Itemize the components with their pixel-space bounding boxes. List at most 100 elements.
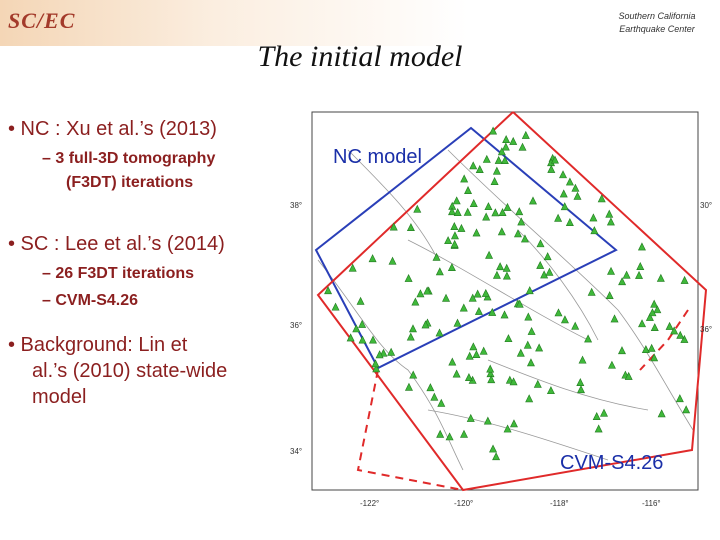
station-triangle [406,332,415,341]
station-triangle [368,254,377,263]
station-triangle [594,424,603,433]
station-triangle [543,252,552,261]
station-triangle [445,432,454,441]
station-triangle [680,275,689,284]
station-triangle [653,305,662,314]
station-triangle [540,270,549,279]
station-triangle [406,223,415,231]
station-triangle [618,277,627,286]
station-triangle [463,207,472,216]
station-triangle [622,270,631,279]
station-triangle [464,373,473,382]
station-triangle [610,314,619,323]
station-triangle [509,136,518,145]
bullet-sc-sub2: – CVM-S4.26 [42,292,139,309]
station-triangle [533,379,542,388]
station-triangle [606,217,615,226]
station-triangle [375,350,384,359]
station-triangle [607,266,616,275]
nc-model-label: NC model [333,146,422,168]
station-triangle [450,231,459,240]
station-map: 38° 36° 34° 30° 36° -122° -120° -118° -1… [290,111,712,508]
station-triangle [650,353,659,362]
station-triangle [501,142,510,151]
station-triangle [453,208,462,217]
station-triangle [474,306,483,315]
station-triangle [352,324,361,333]
station-markers [324,126,691,461]
station-triangle [525,394,534,403]
cvm-box-dashed-1 [639,309,689,371]
station-triangle [448,207,456,216]
station-triangle [404,273,413,282]
station-triangle [465,351,474,360]
station-triangle [426,383,435,392]
station-triangle [520,234,529,243]
station-triangle [545,267,554,276]
station-triangle [571,183,580,192]
station-triangle [645,312,654,321]
cvm-box [316,111,708,492]
station-triangle [597,194,606,203]
station-triangle [656,273,665,282]
station-triangle [536,260,545,269]
station-triangle [526,358,535,367]
station-triangle [571,321,580,330]
station-triangle [408,324,417,333]
station-triangle [523,340,532,349]
cvm-box-dashed-2 [356,369,464,491]
lat-label-34: 34° [290,447,302,456]
station-triangle [457,223,466,232]
station-triangle [444,236,453,245]
station-triangle [481,288,490,297]
bullet-nc-sub1-line2: (F3DT) iterations [66,174,194,191]
station-triangle [484,202,493,211]
slide-title: The initial model [257,40,463,73]
station-triangle [472,350,481,359]
station-triangle [372,364,381,373]
station-triangle [605,291,614,300]
station-triangle [502,263,511,272]
station-triangle [432,252,441,261]
station-triangle [485,250,494,259]
bullet-sc-sub1: – 26 F3DT iterations [42,265,195,282]
station-triangle [648,308,657,317]
station-triangle [503,202,512,211]
station-triangle [550,155,559,164]
bullet-background-line2: al.’s (2010) state-wide [32,360,228,382]
station-triangle [605,209,614,218]
bullet-background-line1: • Background: Lin et [8,334,188,356]
bullet-nc: • NC : Xu et al.’s (2013) [8,118,217,140]
station-triangle [479,346,488,355]
station-triangle [515,207,524,216]
station-triangle [423,286,432,295]
map-frame [311,111,699,491]
station-triangle [483,416,492,425]
station-triangle [497,227,506,236]
lat-label-38: 38° [290,201,302,210]
station-triangle [559,189,568,198]
station-triangle [559,170,568,179]
station-triangle [560,315,569,324]
station-triangle [600,408,608,417]
station-triangle [488,307,497,316]
station-triangle [468,293,477,302]
station-triangle [404,382,413,391]
station-triangle [469,342,478,351]
station-triangle [665,321,674,330]
station-triangle [513,229,522,238]
fault-lines [317,149,694,471]
cvm-s4-26-label: CVM-S4.26 [560,452,664,474]
station-triangle [494,155,503,164]
station-triangle [657,409,666,418]
station-triangle [676,330,685,339]
station-triangle [635,270,643,279]
station-triangle [469,198,478,207]
station-triangle [492,452,501,461]
station-triangle [650,299,659,308]
station-triangle [524,312,533,321]
station-triangle [525,286,534,295]
station-triangle [500,310,509,319]
station-triangle [589,213,598,222]
station-triangle [638,319,647,328]
